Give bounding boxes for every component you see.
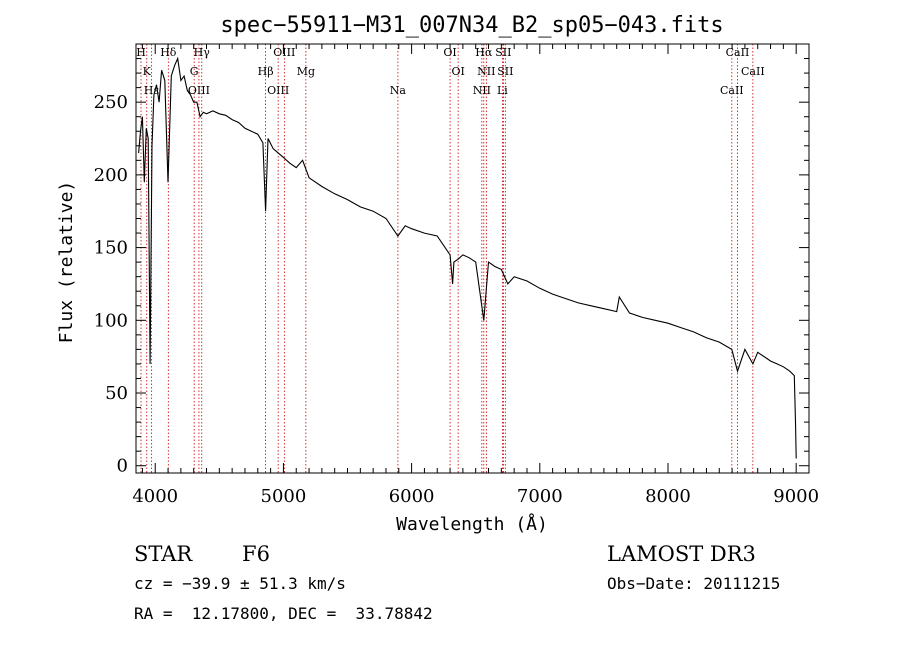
line-label-22: CaII — [741, 65, 765, 78]
line-label-12: OI — [443, 46, 456, 59]
survey-name: LAMOST DR3 — [607, 542, 756, 566]
y-tick-label-4: 200 — [94, 165, 128, 186]
line-label-6: Hγ — [194, 46, 211, 59]
x-tick-label-5: 9000 — [773, 486, 819, 507]
line-label-21: CaII — [726, 46, 750, 59]
object-subclass: F6 — [242, 542, 270, 566]
x-axis-label: Wavelength (Å) — [396, 513, 548, 535]
chart-title: spec−55911−M31_007N34_B2_sp05−043.fits — [220, 13, 723, 38]
line-label-7: Hβ — [258, 65, 274, 78]
line-label-9: OIII — [273, 46, 295, 59]
x-tick-label-2: 6000 — [389, 486, 435, 507]
line-label-18: SII — [495, 46, 511, 59]
line-label-10: Mg — [297, 65, 315, 78]
spectral-line-markers — [140, 44, 754, 473]
x-tick-label-3: 7000 — [517, 486, 563, 507]
line-label-20: CaII — [720, 84, 744, 97]
line-label-15: Hα — [475, 46, 493, 59]
line-label-16: NII — [477, 65, 495, 78]
redshift-readout: cz = −39.9 ± 51.3 km/s — [134, 574, 346, 593]
coordinates: RA = 12.17800, DEC = 33.78842 — [134, 604, 433, 623]
line-label-3: Hδ — [160, 46, 177, 59]
y-axis-label: Flux (relative) — [56, 181, 77, 344]
line-label-8: OIII — [267, 84, 289, 97]
line-label-14: NII — [473, 84, 491, 97]
y-tick-label-0: 0 — [117, 456, 128, 477]
spectrum-series-line — [138, 56, 797, 459]
axis-ticks: 4000 5000 6000 7000 8000 9000 0 50 100 150 200 250 — [94, 44, 819, 507]
line-label-0: H — [136, 46, 146, 59]
obs-date: Obs−Date: 20111215 — [607, 574, 781, 593]
line-label-1: K — [143, 65, 152, 78]
spectral-line-labels: HKHεHδGOIIIHγHβOIIIOIIIMgNaOIOINIIHαNIIL… — [136, 46, 764, 97]
plot-frame — [135, 43, 810, 474]
line-label-13: OI — [451, 65, 464, 78]
x-tick-label-1: 5000 — [261, 486, 307, 507]
x-tick-label-4: 8000 — [645, 486, 691, 507]
line-label-5: OIII — [188, 84, 210, 97]
line-label-4: G — [190, 65, 199, 78]
y-tick-label-5: 250 — [94, 92, 128, 113]
line-label-17: Li — [497, 84, 508, 97]
y-tick-label-2: 100 — [94, 310, 128, 331]
y-tick-label-1: 50 — [105, 383, 128, 404]
object-class: STAR — [134, 542, 193, 566]
x-tick-label-0: 4000 — [132, 486, 178, 507]
line-label-19: SII — [497, 65, 513, 78]
y-tick-label-3: 150 — [94, 238, 128, 259]
line-label-11: Na — [390, 84, 407, 97]
